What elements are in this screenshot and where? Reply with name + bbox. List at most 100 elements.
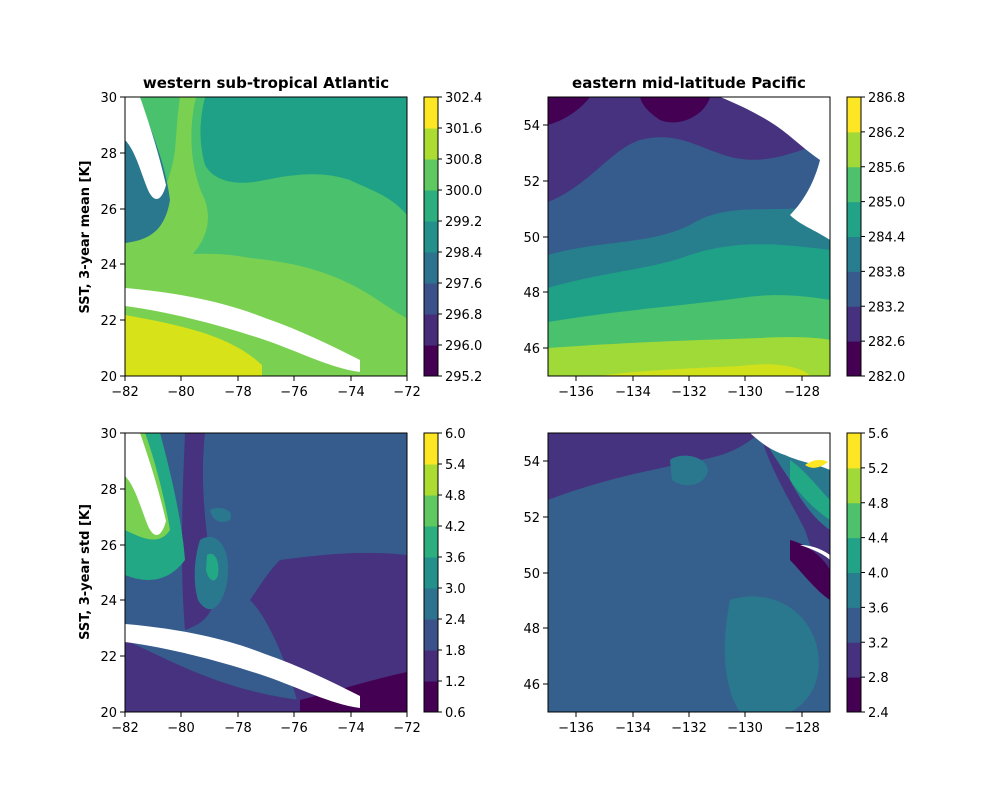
colorbar-band: [847, 306, 861, 342]
contour-fill-area: [125, 97, 407, 376]
colorbar-band: [424, 650, 438, 682]
colorbar-tick-label: 4.8: [868, 497, 889, 512]
x-tick-label: −134: [615, 721, 651, 736]
y-tick-label: 54: [523, 119, 540, 134]
colorbar-band: [424, 159, 438, 191]
contour-fill-area: [548, 433, 830, 712]
x-ticks: −82 −80 −78 −76 −74 −72: [111, 376, 421, 400]
contour-band-1-8-south: [125, 640, 300, 712]
contour-fill-area: [548, 97, 830, 376]
colorbar-tick-label: 5.4: [445, 458, 466, 473]
colorbar-band: [424, 221, 438, 253]
colorbar-tick-label: 301.6: [445, 122, 482, 137]
colorbar-tick-label: 3.6: [868, 601, 889, 616]
y-tick-label: 30: [100, 427, 117, 442]
colorbar-frame: [423, 432, 439, 713]
contour-band-282-6-corner: [548, 97, 590, 125]
x-tick-label: −128: [784, 385, 820, 400]
colorbar-band: [424, 433, 438, 465]
colorbar-tick-label: 285.0: [868, 196, 905, 211]
colorbar-tick-label: 296.0: [445, 339, 482, 354]
colorbar-tick-label: 299.2: [445, 215, 482, 230]
panel-title: eastern mid-latitude Pacific: [572, 74, 806, 92]
x-tick-label: −132: [671, 385, 707, 400]
contour-band-3-6-patch: [724, 596, 819, 712]
colorbar-band: [847, 537, 861, 573]
colorbar: 295.2 296.0 296.8 297.6 298.4 299.2 300.0 300.8…: [423, 91, 482, 385]
colorbar-band: [424, 588, 438, 620]
y-ticks: 46 48 50 52 54: [523, 119, 548, 357]
colorbar-tick-label: 3.0: [445, 582, 466, 597]
x-tick-label: −76: [280, 385, 307, 400]
colorbar-band: [847, 201, 861, 237]
contour-fill-area: [125, 433, 407, 712]
colorbar-band: [847, 131, 861, 168]
colorbar-band: [424, 464, 438, 496]
colorbar-band: [847, 467, 861, 504]
colorbar-band: [424, 619, 438, 651]
y-tick-label: 46: [523, 678, 540, 693]
colorbar-band: [847, 271, 861, 307]
y-tick-label: 48: [523, 622, 540, 637]
colorbar-tick-label: 2.4: [868, 706, 889, 721]
panel-title: western sub-tropical Atlantic: [143, 74, 389, 92]
y-tick-label: 30: [100, 91, 117, 106]
colorbar-tick-label: 5.6: [868, 427, 889, 442]
y-tick-label: 26: [100, 539, 117, 554]
y-tick-label: 50: [523, 567, 540, 582]
contour-band-3-6-eddy: [670, 455, 708, 486]
x-tick-label: −136: [558, 721, 594, 736]
y-tick-label: 50: [523, 231, 540, 246]
land-florida: [125, 97, 166, 200]
colorbar-tick-label: 3.2: [868, 636, 889, 651]
colorbar-tick-label: 4.2: [445, 520, 466, 535]
contour-band-4-4-coast: [790, 460, 830, 520]
colorbar-frame: [423, 96, 439, 377]
x-ticks: −136 −134 −132 −130 −128: [558, 712, 820, 736]
y-tick-label: 54: [523, 455, 540, 470]
colorbar-tick-label: 6.0: [445, 427, 466, 442]
colorbar-tick-label: 283.2: [868, 300, 905, 315]
colorbar-tick-label: 4.4: [868, 532, 889, 547]
contour-band-5-6-patch: [805, 459, 828, 468]
land-florida: [125, 433, 166, 536]
colorbar-tick-label: 286.2: [868, 126, 905, 141]
colorbar-tick-label: 296.8: [445, 308, 482, 323]
colorbar-band: [424, 283, 438, 315]
contour-band-caribbean: [125, 315, 262, 376]
colorbar-band: [847, 236, 861, 272]
y-tick-label: 20: [100, 706, 117, 721]
colorbar-tick-label: 2.8: [868, 671, 889, 686]
x-tick-label: −74: [337, 721, 364, 736]
colorbar-tick-label: 283.8: [868, 265, 905, 280]
x-tick-label: −72: [393, 385, 420, 400]
y-ticks: 20 22 24 26 28 30: [100, 91, 125, 385]
colorbar: 0.6 1.2 1.8 2.4 3.0 3.6 4.2 4.8 5.4 6.0: [423, 427, 466, 721]
panel-atlantic-std: SST, 3-year std [K] −82 −80 −78: [78, 427, 466, 736]
colorbar: 2.4 2.8 3.2 3.6 4.0 4.4 4.8 5.2 5.6: [846, 427, 889, 721]
contour-band-upper-right: [200, 97, 407, 215]
colorbar-band: [424, 314, 438, 346]
plot-frame: [124, 96, 408, 377]
x-tick-label: −130: [727, 385, 763, 400]
colorbar-tick-label: 300.8: [445, 153, 482, 168]
y-tick-label: 26: [100, 203, 117, 218]
y-ticks: 20 22 24 26 28 30: [100, 427, 125, 721]
colorbar-tick-label: 284.4: [868, 231, 905, 246]
y-ticks: 46 48 50 52 54: [523, 455, 548, 693]
colorbar-tick-label: 286.8: [868, 91, 905, 106]
y-tick-label: 28: [100, 147, 117, 162]
land-cuba: [125, 288, 360, 372]
x-tick-label: −136: [558, 385, 594, 400]
x-ticks: −136 −134 −132 −130 −128: [558, 376, 820, 400]
colorbar-band: [847, 433, 861, 469]
contour-band-286-2: [600, 364, 810, 376]
colorbar-tick-label: 4.8: [445, 489, 466, 504]
colorbar-tick-label: 285.6: [868, 161, 905, 176]
y-axis-label: SST, 3-year mean [K]: [78, 161, 93, 314]
colorbar-tick-label: 297.6: [445, 277, 482, 292]
colorbar-band: [847, 166, 861, 203]
colorbar-tick-label: 0.6: [445, 706, 466, 721]
y-tick-label: 22: [100, 314, 117, 329]
